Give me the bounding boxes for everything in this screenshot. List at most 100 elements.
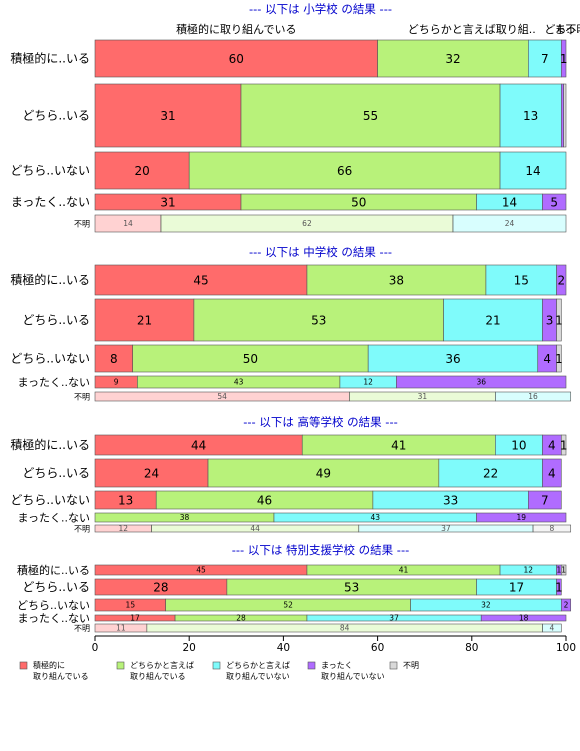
row-label: どちら..いる: [22, 580, 90, 594]
bar-value-label: 11: [116, 624, 126, 633]
legend-label: 取り組んでいない: [321, 671, 385, 681]
top-category-label: どち..: [544, 23, 573, 36]
bar-value-label: 45: [196, 566, 206, 575]
top-category-label: どちらかと言えば取り組..: [408, 23, 536, 36]
bar-value-label: 15: [514, 273, 529, 287]
bar-value-label: 41: [391, 438, 406, 452]
bar-segment-cat5: [563, 83, 567, 148]
bar-value-label: 1: [560, 438, 568, 452]
panel-title: --- 以下は 中学校 の結果 ---: [249, 245, 392, 259]
bar-value-label: 31: [418, 392, 428, 401]
bar-value-label: 3: [546, 313, 554, 327]
bar-value-label: 21: [485, 313, 500, 327]
bar-value-label: 4: [548, 438, 556, 452]
legend-label: まったく: [321, 661, 353, 670]
bar-value-label: 1: [557, 566, 562, 575]
bar-value-label: 46: [257, 493, 272, 507]
bar-segment-cat1: [94, 458, 209, 488]
bar-value-label: 24: [144, 466, 159, 480]
legend-label: 取り組んでいる: [130, 671, 186, 681]
bar-value-label: 14: [525, 164, 540, 178]
row-label: どちら..いない: [10, 493, 90, 507]
legend-label: 積極的に: [33, 660, 65, 670]
bar-value-label: 5: [550, 195, 558, 209]
bar-value-label: 32: [481, 601, 491, 610]
row-label: 積極的に..いる: [10, 51, 90, 66]
top-category-label: 積極的に取り組んでいる: [176, 22, 296, 36]
x-tick-label: 40: [277, 642, 290, 654]
x-tick-label: 80: [465, 642, 478, 654]
x-tick-label: 60: [371, 642, 384, 654]
bar-segment-cat2: [240, 83, 501, 148]
panel-title: --- 以下は 小学校 の結果 ---: [249, 2, 392, 16]
bar-value-label: 36: [476, 378, 486, 387]
bar-value-label: 17: [130, 614, 140, 623]
top-category-label: 不明: [565, 23, 580, 36]
bar-segment-cat5: [556, 298, 562, 342]
bar-segment-cat2: [207, 458, 440, 488]
bar-value-label: 14: [502, 195, 517, 209]
bar-value-label: 12: [118, 524, 128, 533]
bar-segment-cat4: [528, 490, 562, 510]
bar-segment-cat1: [94, 298, 195, 342]
bar-value-label: 43: [370, 513, 380, 522]
bar-value-label: 52: [283, 601, 293, 610]
bar-value-label: 53: [344, 580, 359, 594]
row-label: まったく..ない: [17, 612, 90, 625]
bar-value-label: 1: [555, 352, 563, 366]
row-label: まったく..ない: [17, 512, 90, 525]
row-label: どちら..いない: [10, 164, 90, 178]
row-label: 積極的に..いる: [10, 437, 90, 452]
bar-segment-cat1: [94, 264, 308, 296]
bar-segment-cat5: [560, 564, 567, 576]
bar-value-label: 16: [528, 392, 538, 401]
bar-value-label: 1: [555, 313, 563, 327]
bar-value-label: 41: [399, 566, 409, 575]
bar-value-label: 36: [445, 352, 460, 366]
bar-value-label: 50: [243, 352, 258, 366]
bar-segment-cat3: [528, 39, 562, 78]
row-label: どちら..いない: [17, 599, 90, 612]
panel-title: --- 以下は 特別支援学校 の結果 ---: [232, 543, 410, 557]
bar-segment-cat3: [485, 264, 557, 296]
bar-segment-cat1: [94, 344, 133, 373]
bar-value-label: 38: [389, 273, 404, 287]
bar-value-label: 13: [118, 493, 133, 507]
bar-value-label: 14: [123, 219, 133, 228]
bar-segment-cat5: [556, 344, 562, 373]
row-label: どちら..いる: [22, 109, 90, 123]
bar-value-label: 55: [363, 109, 378, 123]
bar-segment-cat3: [452, 214, 567, 233]
legend-label: どちらかと言えば: [226, 660, 290, 670]
legend-swatch-cat2: [116, 661, 125, 670]
row-label: 不明: [74, 525, 90, 534]
bar-segment-cat3: [542, 623, 562, 633]
bar-value-label: 1: [561, 566, 566, 575]
legend-label: 取り組んでいる: [33, 671, 89, 681]
bar-segment-cat3: [499, 83, 562, 148]
bar-value-label: 32: [445, 52, 460, 66]
row-label: 積極的に..いる: [17, 563, 90, 577]
bar-value-label: 8: [549, 524, 554, 533]
bar-value-label: 54: [217, 392, 227, 401]
panel-title: --- 以下は 高等学校 の結果 ---: [243, 415, 398, 429]
row-label: どちら..いる: [22, 313, 90, 327]
row-label: 積極的に..いる: [10, 272, 90, 287]
bar-segment-cat3: [495, 391, 572, 402]
bar-value-label: 31: [160, 109, 175, 123]
bar-value-label: 37: [441, 524, 451, 533]
bar-value-label: 12: [524, 566, 534, 575]
row-label: 不明: [74, 393, 90, 402]
bar-segment-cat4: [560, 39, 567, 78]
bar-value-label: 20: [134, 164, 149, 178]
bar-value-label: 44: [250, 524, 260, 533]
bar-value-label: 50: [351, 195, 366, 209]
bar-segment-cat1: [94, 39, 378, 78]
bar-value-label: 4: [543, 352, 551, 366]
bar-value-label: 13: [523, 109, 538, 123]
x-tick-label: 20: [183, 642, 196, 654]
bar-value-label: 18: [519, 614, 529, 623]
bar-value-label: 33: [443, 493, 458, 507]
bar-value-label: 7: [541, 493, 549, 507]
